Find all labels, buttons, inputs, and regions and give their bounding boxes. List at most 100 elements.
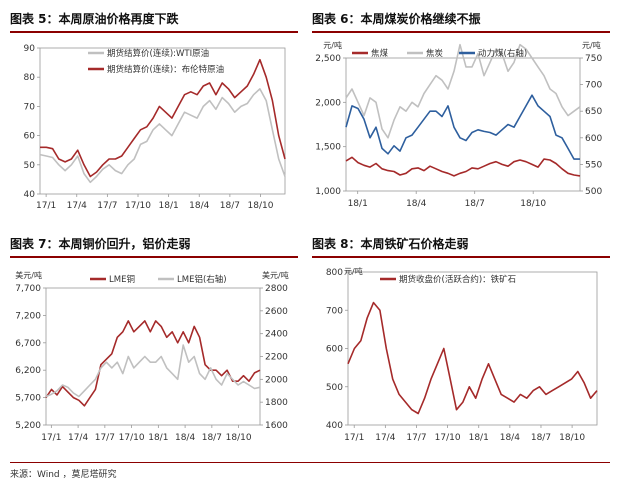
chart8-x-tick-label: 17/7 [406,433,426,443]
chart5-y-tick-label: 80 [24,73,36,83]
chart6-series-line-2 [345,94,580,160]
chart7-legend-label-0: LME铜 [109,274,135,285]
chart8-x-tick-label: 18/7 [531,433,551,443]
chart8-y-tick-label: 600 [326,345,343,355]
chart5-y-tick-label: 60 [24,132,36,142]
chart7-x-tick-label: 17/4 [68,433,88,443]
chart8-x-tick-label: 18/1 [469,433,489,443]
chart8-title: 图表 8：本周铁矿石价格走弱 [312,237,469,251]
chart5-title-rule [10,31,298,33]
chart8-y-tick-label: 500 [326,383,343,393]
chart5-x-tick-label: 17/7 [97,201,117,211]
chart7-left-unit: 美元/吨 [15,270,42,280]
chart6-y2-tick-label: 600 [585,134,602,144]
chart5-legend-label-0: 期货结算价(连续):WTI原油 [107,48,209,59]
chart6-y2-tick-label: 500 [585,187,602,197]
chart8-x-tick-label: 18/4 [500,433,520,443]
chart7-x-tick-label: 18/7 [202,433,222,443]
chart7-y-tick-label: 7,700 [15,284,41,294]
chart7-title-rule [10,256,298,258]
chart5-x-tick-label: 18/4 [189,201,209,211]
chart6-x-tick-label: 18/1 [348,199,368,209]
chart6-legend-label-1: 焦炭 [426,48,444,59]
chart8-series-line-0 [347,301,598,415]
chart5-svg: 40 50 60 70 80 90 17/1 17/4 17/7 17/10 18/1 18/4 18/… [24,44,286,211]
chart7-x-tick-label: 18/4 [175,433,195,443]
chart6-right-unit: 元/吨 [582,40,601,50]
chart6-x-tick-label: 18/10 [520,199,546,209]
chart8-y-tick-label: 800 [326,268,343,278]
chart8-plot-frame [347,271,598,426]
chart7-y2-tick-label: 2400 [265,330,288,340]
chart5-series-line-1 [40,58,286,178]
chart8-svg: 400 500 600 700 800 元/吨 17/1 17/4 17/7 17/10 18/1 1… [326,266,598,443]
chart8-x-tick-label: 17/1 [344,433,364,443]
chart6-series-line-1 [345,43,581,139]
chart5-x-tick-label: 18/10 [248,201,274,211]
chart8-x-tick-label: 18/10 [559,433,585,443]
chart7-y2-tick-label: 2200 [265,353,288,363]
chart5-y-tick-label: 90 [24,44,36,54]
chart7-series-line-0 [45,320,261,407]
chart8-y-tick-label: 400 [326,421,343,431]
chart7-y-tick-label: 5,700 [15,394,41,404]
chart6-y2-tick-label: 650 [585,107,602,117]
chart5-title: 图表 5：本周原油价格再度下跌 [10,12,179,26]
chart6-left-unit: 元/吨 [323,40,342,50]
chart5-legend-label-1: 期货结算价(连续)：布伦特原油 [107,64,224,75]
source-note: 来源：Wind ，莫尼塔研究 [10,470,117,480]
chart7-y-tick-label: 5,200 [15,421,41,431]
chart7-right-unit: 美元/吨 [262,270,289,280]
chart8-x-tick-label: 17/4 [375,433,395,443]
chart7-x-tick-label: 18/10 [226,433,252,443]
chart6-y2-tick-label: 700 [585,81,602,91]
chart7-title: 图表 7：本周铜价回升，铝价走弱 [10,237,191,251]
chart8-left-unit: 元/吨 [344,266,363,276]
chart7-y-tick-label: 6,700 [15,339,41,349]
chart7-plot-frame [45,287,261,426]
chart7-y-tick-label: 7,200 [15,311,41,321]
chart6-y2-tick-label: 550 [585,160,602,170]
chart8-x-tick-label: 17/10 [435,433,461,443]
chart7-x-tick-label: 17/1 [41,433,61,443]
chart6-y-tick-label: 1,000 [315,187,341,197]
chart7-x-tick-label: 17/10 [119,433,145,443]
chart5-x-tick-label: 17/10 [125,201,151,211]
chart5-y-tick-label: 70 [24,102,36,112]
chart5-x-tick-label: 18/1 [159,201,179,211]
chart6-svg: 1,000 1,500 2,000 2,500 500 550 600 650 700 750 元/… [315,40,602,209]
chart5-series-line-0 [39,88,286,184]
chart5-x-tick-label: 18/7 [220,201,240,211]
chart5-y-tick-label: 40 [24,190,36,200]
chart5-y-tick-label: 50 [24,161,36,171]
chart8-title-rule [312,256,610,258]
chart7-legend-label-1: LME铝(右轴) [177,274,227,285]
chart6-x-tick-label: 18/7 [465,199,485,209]
chart7-y2-tick-label: 1800 [265,398,288,408]
source-rule [10,462,610,463]
chart6-y-tick-label: 2,500 [315,54,341,64]
chart6-title: 图表 6：本周煤炭价格继续不振 [312,12,481,26]
chart7-y2-tick-label: 2600 [265,307,288,317]
chart8-y-tick-label: 700 [326,306,343,316]
chart5-plot-frame [39,47,286,195]
chart7-y-tick-label: 6,200 [15,366,41,376]
chart8-legend-label-0: 期货收盘价(活跃合约)：铁矿石 [399,274,516,285]
chart6-legend-label-0: 焦煤 [371,48,389,59]
chart7-y2-tick-label: 2000 [265,375,288,385]
chart6-y-tick-label: 2,000 [315,98,341,108]
chart6-series-line-0 [345,156,581,177]
chart6-x-tick-label: 18/4 [406,199,426,209]
chart6-y-tick-label: 1,500 [315,143,341,153]
chart7-y2-tick-label: 2800 [265,284,288,294]
chart6-y2-tick-label: 750 [585,54,602,64]
chart6-legend-label-2: 动力煤(右轴) [478,48,527,59]
chart7-x-tick-label: 18/1 [148,433,168,443]
chart5-x-tick-label: 17/4 [67,201,87,211]
chart6-title-rule [312,31,610,33]
chart7-y2-tick-label: 1600 [265,421,288,431]
chart7-x-tick-label: 17/7 [95,433,115,443]
chart5-x-tick-label: 17/1 [36,201,56,211]
chart7-svg: 5,200 5,700 6,200 6,700 7,200 7,700 1600 1800 20… [15,270,289,443]
chart7-series-line-1 [45,344,261,398]
